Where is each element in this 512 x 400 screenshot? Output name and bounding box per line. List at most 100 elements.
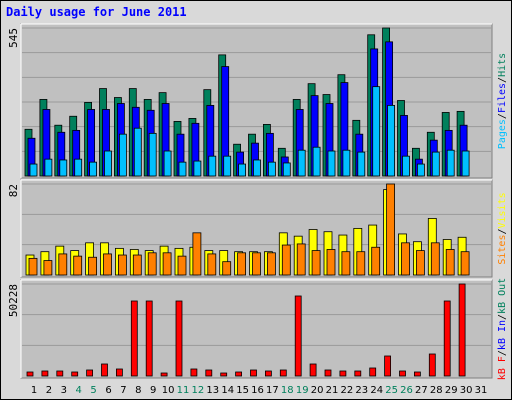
legend-separator: /	[497, 77, 508, 83]
bar	[43, 260, 53, 276]
x-tick-label: 8	[135, 385, 141, 396]
bar	[461, 150, 470, 177]
x-tick-label: 15	[236, 385, 249, 396]
bar	[104, 150, 112, 177]
x-tick-label: 10	[162, 385, 175, 396]
x-tick-label: 4	[76, 385, 82, 396]
bar	[116, 368, 123, 377]
legend-entry: kB Out	[497, 278, 508, 314]
legend-entry: Visits	[497, 192, 508, 228]
legend-separator: /	[497, 113, 508, 119]
bar	[29, 163, 38, 177]
bar	[371, 246, 381, 276]
bar	[309, 363, 317, 377]
bar	[162, 252, 172, 276]
x-tick-label: 17	[266, 385, 279, 396]
x-tick-label: 25	[385, 385, 398, 396]
legend-entry: kB F	[497, 356, 508, 380]
bar	[460, 251, 470, 276]
bar	[132, 254, 142, 276]
bar	[341, 251, 351, 276]
bar	[267, 161, 276, 177]
bar	[118, 254, 127, 276]
bar	[326, 249, 336, 276]
bar	[443, 300, 451, 377]
bar	[372, 86, 381, 177]
x-tick-label: 7	[120, 385, 126, 396]
x-tick-label: 28	[430, 385, 443, 396]
bar	[384, 355, 392, 377]
bar	[279, 369, 287, 377]
bar	[458, 283, 466, 377]
bar	[86, 369, 93, 377]
bar	[208, 155, 217, 177]
bar	[133, 127, 142, 177]
bar	[147, 252, 157, 276]
bar	[252, 252, 261, 276]
bar	[89, 161, 97, 177]
bar	[41, 370, 49, 377]
bar	[56, 370, 64, 377]
bar	[312, 146, 321, 177]
legend-entry: Hits	[497, 53, 508, 77]
bar	[175, 300, 183, 377]
bar	[387, 104, 396, 177]
bar	[178, 161, 187, 177]
bar	[59, 159, 68, 177]
x-tick-label: 11	[177, 385, 190, 396]
x-tick-label: 29	[445, 385, 458, 396]
bar	[58, 253, 68, 276]
x-tick-label: 19	[296, 385, 309, 396]
bar	[148, 132, 157, 177]
bar	[415, 250, 425, 276]
bar	[163, 150, 172, 177]
bar	[119, 133, 127, 177]
y-max-label: 82	[7, 184, 20, 197]
bar	[44, 158, 53, 177]
legend-entry: kB In	[497, 320, 508, 350]
x-tick-label: 30	[460, 385, 473, 396]
bar	[416, 163, 425, 177]
bar	[235, 371, 243, 377]
bar	[324, 369, 332, 377]
y-max-label: 545	[7, 28, 20, 48]
bar	[401, 242, 410, 276]
x-tick-label: 31	[475, 385, 488, 396]
bar	[282, 162, 291, 177]
x-tick-label: 21	[326, 385, 339, 396]
x-tick-label: 1	[31, 385, 37, 396]
bar	[266, 252, 276, 276]
legend: Pages/Files/Hits	[497, 53, 508, 149]
legend-entry: Files	[497, 83, 508, 113]
bar	[205, 369, 213, 377]
chart-title: Daily usage for June 2011	[6, 5, 187, 19]
bar	[28, 257, 38, 276]
bar	[193, 160, 202, 177]
bar	[145, 300, 153, 377]
bar	[369, 367, 377, 377]
bar	[264, 370, 272, 377]
bar	[342, 149, 351, 177]
x-tick-label: 16	[251, 385, 264, 396]
bar	[103, 253, 112, 276]
x-tick-label: 9	[150, 385, 156, 396]
legend-separator: /	[497, 314, 508, 320]
bar	[222, 261, 232, 276]
bar	[281, 244, 291, 276]
legend-entry: Pages	[497, 119, 508, 149]
bar	[237, 252, 247, 276]
bar	[413, 371, 421, 377]
x-tick-label: 2	[46, 385, 52, 396]
bar	[431, 151, 440, 177]
bar	[294, 295, 302, 377]
x-tick-label: 3	[61, 385, 67, 396]
bar	[71, 371, 79, 377]
bar	[296, 243, 306, 276]
bar	[160, 372, 168, 377]
bar	[101, 363, 108, 377]
bar	[220, 372, 228, 377]
bar	[238, 163, 247, 177]
x-tick-label: 18	[281, 385, 294, 396]
